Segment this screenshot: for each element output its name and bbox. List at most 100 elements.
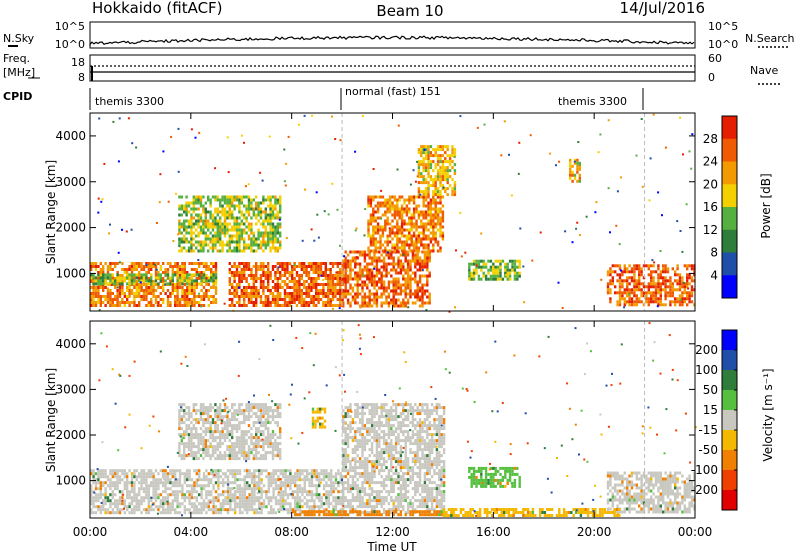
heat-cell — [344, 256, 347, 260]
heat-cell — [351, 439, 355, 443]
heat-cell — [294, 496, 297, 500]
heat-cell — [116, 292, 119, 295]
heat-cell — [330, 502, 333, 506]
heat-cell — [351, 418, 355, 422]
heat-cell — [274, 207, 277, 211]
heat-cell — [118, 301, 122, 304]
heat-cell — [662, 264, 665, 268]
heat-cell — [183, 298, 186, 301]
heat-cell — [336, 271, 339, 274]
heat-cell — [690, 288, 694, 292]
heat-cell — [363, 274, 367, 278]
heat-cell — [181, 502, 184, 506]
heat-cell — [317, 289, 320, 292]
heat-cell — [404, 271, 407, 275]
heat-cell — [388, 222, 392, 226]
heat-cell — [207, 502, 210, 506]
heat-cell — [128, 511, 131, 515]
heat-cell — [207, 198, 210, 202]
heat-cell — [171, 493, 174, 497]
heat-cell — [339, 292, 342, 295]
heat-cell — [312, 280, 315, 283]
heat-cell — [374, 228, 377, 232]
heat-cell — [226, 240, 229, 244]
heat-cell — [380, 253, 383, 257]
heat-cell — [198, 511, 201, 515]
heat-cell — [361, 271, 364, 275]
heat-cell — [403, 249, 406, 253]
heat-cell — [391, 225, 394, 229]
heat-cell — [157, 273, 160, 277]
heat-cell — [169, 505, 172, 509]
heat-cell — [403, 207, 406, 211]
heat-cell — [410, 222, 413, 226]
heat-cell — [307, 262, 311, 265]
heat-noise — [214, 167, 217, 170]
heat-cell — [308, 484, 311, 488]
heat-cell — [662, 282, 665, 286]
heat-cell — [416, 292, 419, 296]
heat-cell — [429, 225, 433, 229]
heat-cell — [269, 271, 272, 274]
heat-cell — [231, 240, 234, 244]
heat-cell — [298, 511, 302, 515]
heat-cell — [349, 403, 352, 407]
heat-noise — [330, 300, 333, 303]
heat-cell — [400, 249, 404, 253]
heat-cell — [325, 484, 328, 488]
heat-cell — [346, 409, 350, 413]
heat-cell — [382, 280, 386, 284]
heat-cell — [186, 304, 189, 307]
heat-cell — [169, 502, 172, 506]
heat-cell — [211, 243, 215, 247]
heat-cell — [193, 481, 196, 485]
heat-cell — [243, 277, 246, 280]
heat-cell — [421, 274, 424, 278]
heat-cell — [267, 283, 270, 286]
heat-cell — [271, 222, 275, 226]
heat-cell — [118, 469, 122, 473]
heat-cell — [293, 298, 296, 301]
heat-cell — [233, 249, 236, 253]
heat-noise — [317, 236, 320, 239]
heat-cell — [202, 505, 206, 509]
heat-cell — [147, 493, 150, 497]
heat-cell — [306, 502, 309, 506]
heat-cell — [379, 243, 382, 247]
heat-cell — [422, 157, 425, 161]
heat-cell — [367, 219, 370, 223]
heat-cell — [334, 487, 338, 491]
heat-cell — [258, 499, 261, 503]
heat-cell — [361, 445, 364, 449]
heat-cell — [159, 292, 162, 295]
heat-cell — [397, 298, 400, 302]
heat-cell — [209, 210, 212, 214]
heat-cell — [214, 282, 218, 286]
heat-cell — [274, 295, 277, 298]
heat-cell — [416, 295, 419, 299]
heat-cell — [178, 286, 182, 289]
heat-noise — [657, 191, 660, 194]
heat-cell — [147, 490, 150, 494]
heat-cell — [231, 274, 234, 277]
heat-cell — [231, 225, 234, 229]
heat-cell — [392, 262, 395, 266]
heat-cell — [150, 475, 153, 479]
heat-cell — [372, 240, 375, 244]
heat-cell — [358, 460, 362, 464]
heat-cell — [176, 502, 179, 506]
heat-noise — [172, 240, 175, 242]
heat-cell — [400, 231, 404, 235]
heat-cell — [388, 204, 392, 208]
heat-cell — [358, 271, 362, 275]
heat-cell — [409, 265, 412, 269]
heat-cell — [414, 301, 417, 305]
heat-cell — [428, 259, 431, 263]
heat-cell — [427, 195, 430, 199]
heat-cell — [426, 262, 429, 266]
heat-noise — [198, 131, 201, 134]
heat-cell — [412, 222, 416, 226]
heat-cell — [354, 403, 357, 407]
heat-cell — [475, 259, 478, 263]
heat-cell — [205, 505, 208, 509]
